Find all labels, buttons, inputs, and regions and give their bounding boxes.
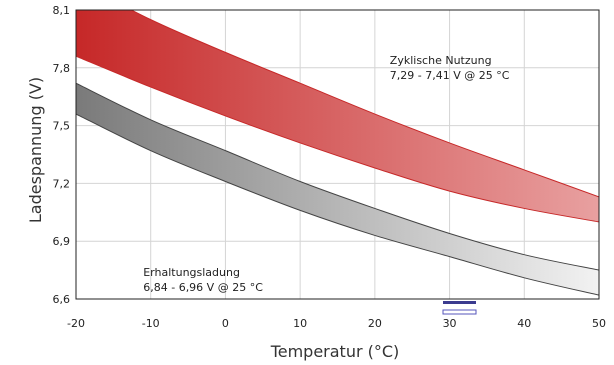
x-axis-label: Temperatur (°C) bbox=[270, 342, 400, 361]
band-lower-line bbox=[76, 55, 599, 223]
axis-ticks: -20 -10 0 10 20 30 40 50 6,6 6,9 7,2 7,5 7,8 8,1 bbox=[53, 4, 607, 330]
x-tick-label: 10 bbox=[293, 317, 307, 330]
y-tick-label: 7,8 bbox=[53, 62, 71, 75]
y-tick-label: 6,6 bbox=[53, 293, 71, 306]
x-tick-label: 40 bbox=[517, 317, 531, 330]
voltage-band-area bbox=[76, 10, 599, 222]
y-axis-label: Ladespannung (V) bbox=[26, 77, 45, 223]
x-tick-label: 0 bbox=[222, 317, 229, 330]
voltage-band-area bbox=[76, 83, 599, 296]
y-tick-label: 8,1 bbox=[53, 4, 71, 17]
y-tick-label: 7,5 bbox=[53, 120, 71, 133]
band-lower-line bbox=[76, 113, 599, 296]
x-tick-label: 30 bbox=[443, 317, 457, 330]
band-annotation: Zyklische Nutzung 7,29 - 7,41 V @ 25 °C bbox=[390, 54, 510, 82]
x-tick-label: -20 bbox=[67, 317, 85, 330]
temperature-marker-icon bbox=[442, 301, 477, 315]
x-tick-label: -10 bbox=[142, 317, 160, 330]
band-annotation: Erhaltungsladung 6,84 - 6,96 V @ 25 °C bbox=[143, 266, 263, 294]
x-tick-label: 20 bbox=[368, 317, 382, 330]
x-tick-label: 50 bbox=[592, 317, 606, 330]
annotations: Zyklische Nutzung 7,29 - 7,41 V @ 25 °C Er… bbox=[143, 54, 510, 294]
y-tick-label: 7,2 bbox=[53, 177, 71, 190]
plot-area-frame bbox=[75, 9, 600, 300]
voltage-bands bbox=[76, 10, 599, 296]
band-upper-line bbox=[76, 82, 599, 271]
y-tick-label: 6,9 bbox=[53, 235, 71, 248]
band-upper-line bbox=[130, 10, 599, 198]
